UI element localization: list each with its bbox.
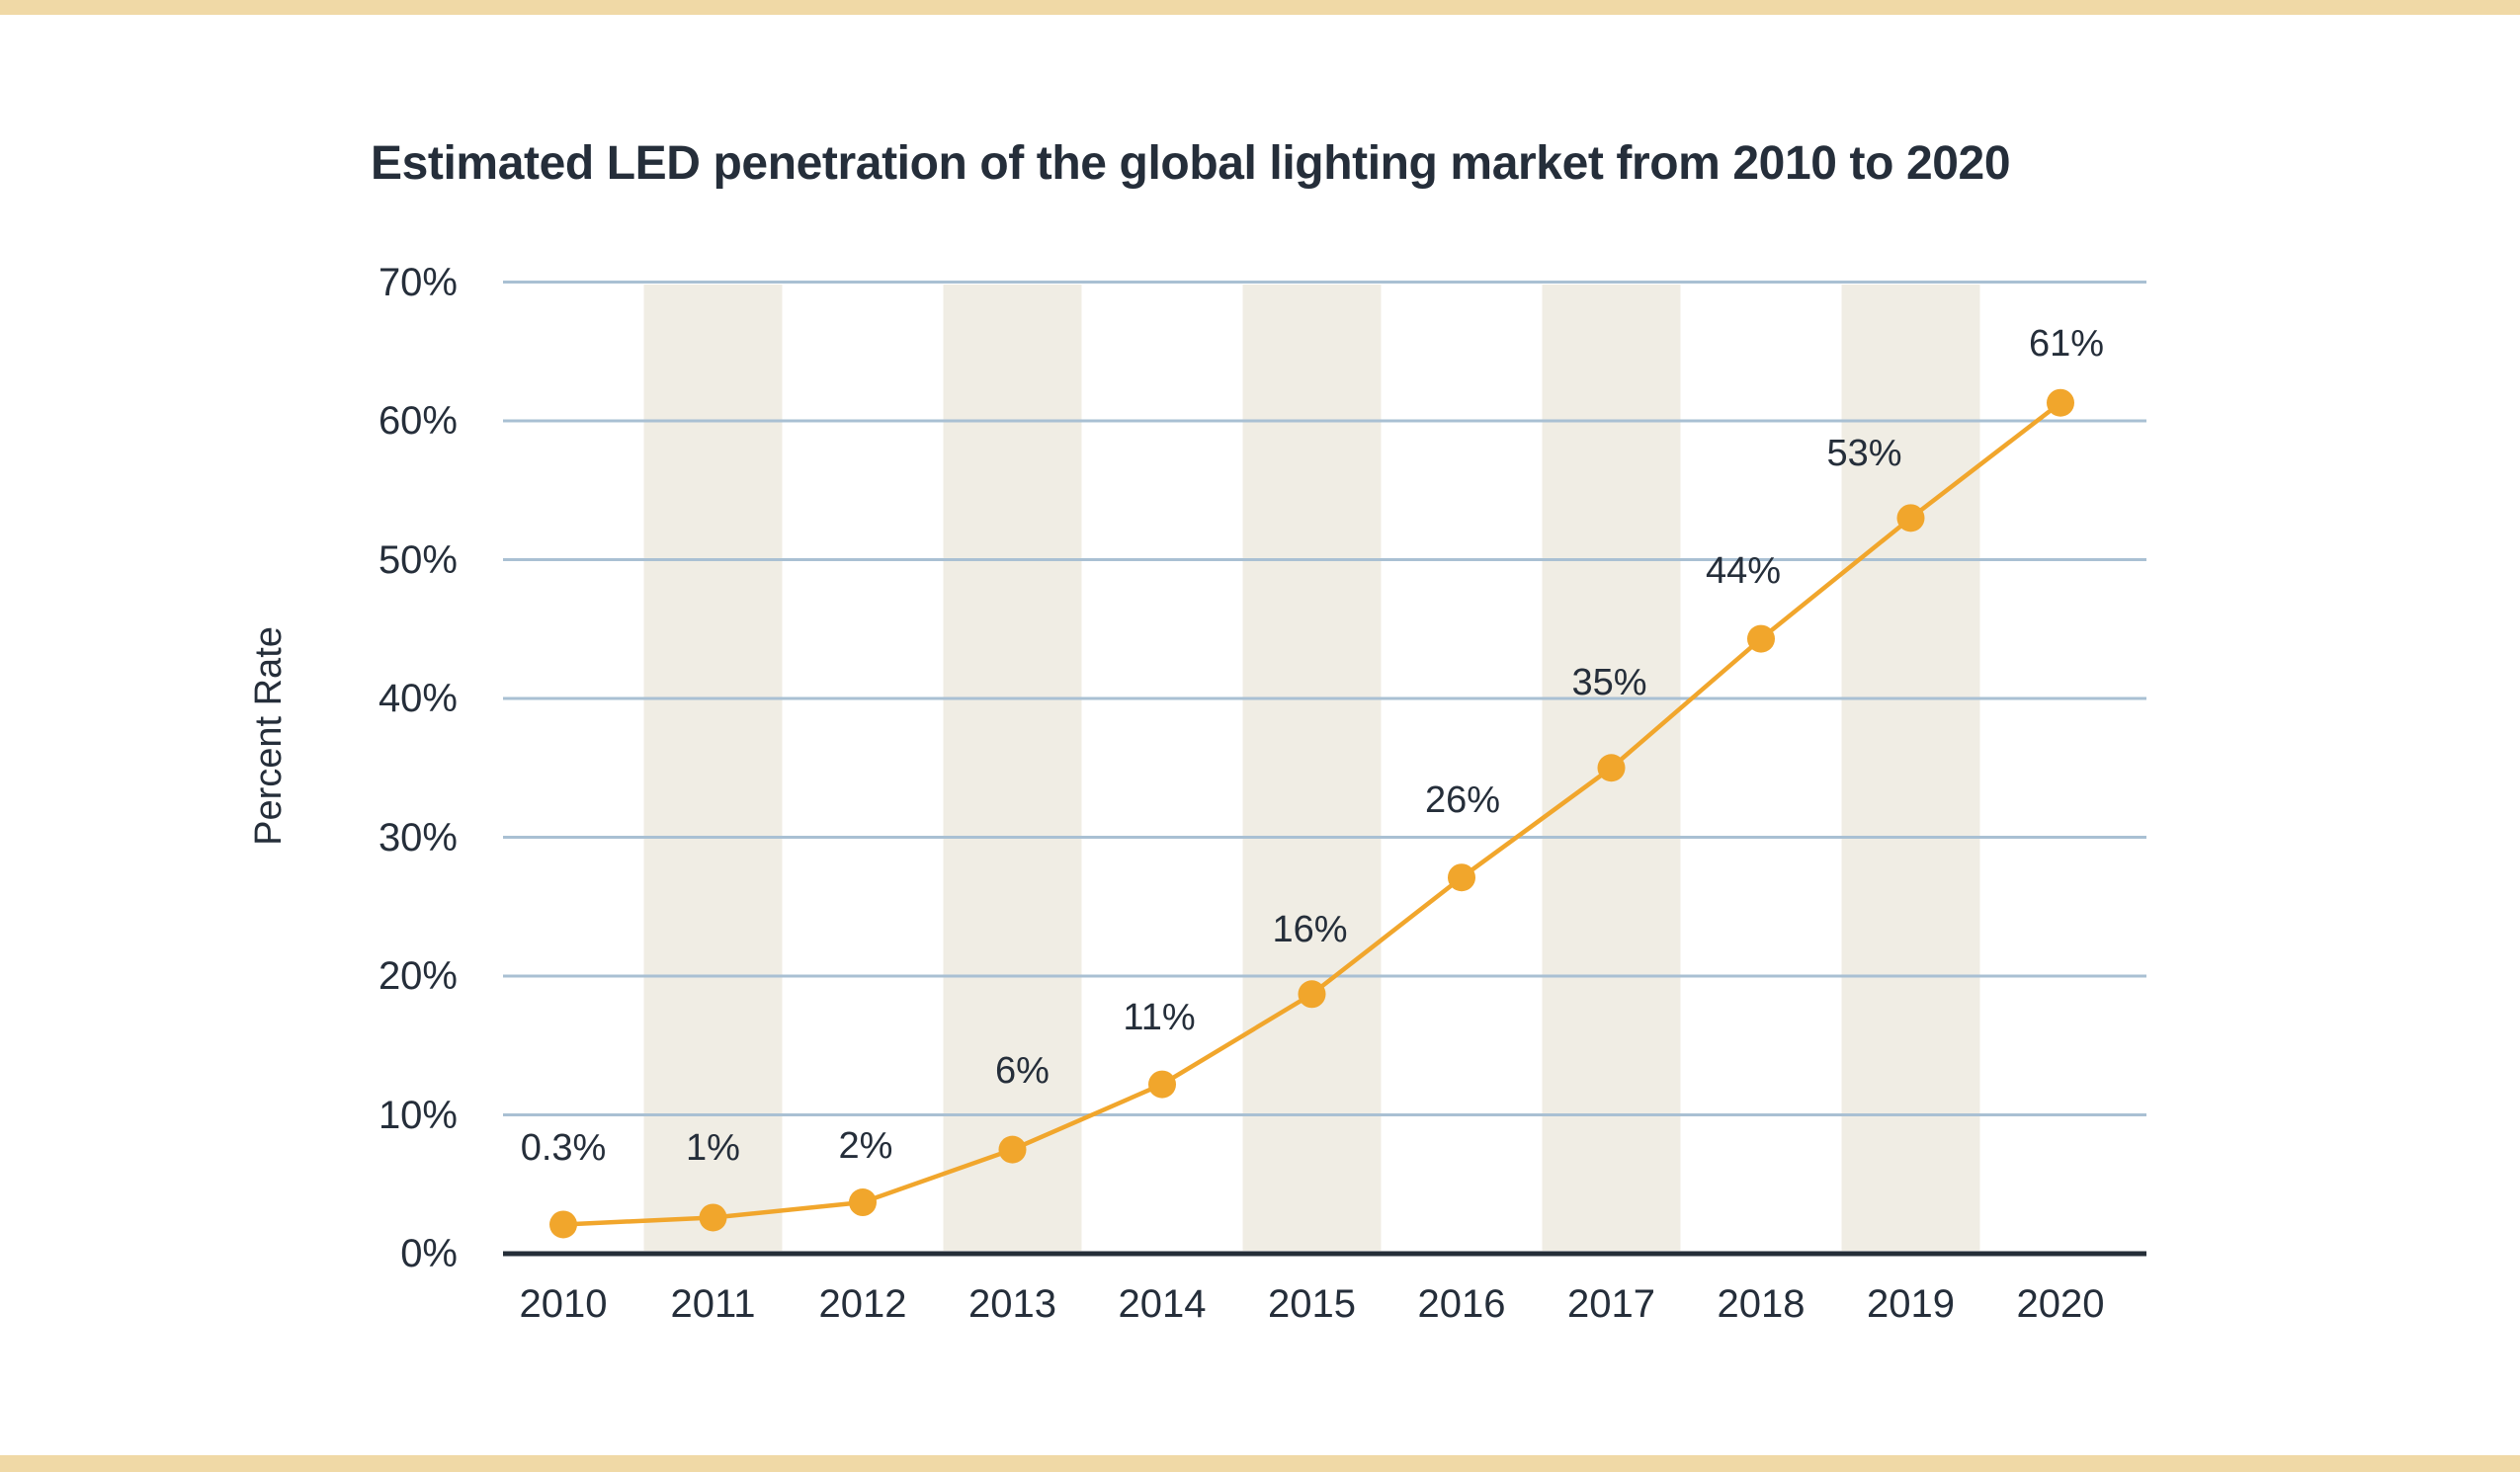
data-point-label: 61% — [2028, 322, 2105, 365]
x-tick-label: 2011 — [670, 1282, 756, 1326]
x-tick-label: 2018 — [1717, 1282, 1806, 1326]
data-point — [1448, 863, 1475, 892]
x-tick-label: 2014 — [1118, 1282, 1207, 1326]
top-border-band — [0, 0, 2520, 15]
y-tick-label: 70% — [378, 260, 458, 304]
data-point-label: 53% — [1826, 433, 1902, 475]
y-axis-title: Percent Rate — [248, 626, 290, 846]
data-point-label: 16% — [1272, 909, 1348, 951]
data-point — [549, 1210, 577, 1239]
x-tick-label: 2016 — [1417, 1282, 1506, 1326]
x-tick-label: 2013 — [968, 1282, 1056, 1326]
x-tick-label: 2019 — [1867, 1282, 1955, 1326]
x-tick-label: 2010 — [519, 1282, 608, 1326]
data-point — [1597, 754, 1626, 782]
x-tick-label: 2012 — [818, 1282, 907, 1326]
y-tick-label: 0% — [400, 1232, 458, 1275]
x-tick-label: 2020 — [2016, 1282, 2105, 1326]
x-tick-label: 2015 — [1268, 1282, 1356, 1326]
alternating-year-stripe — [643, 285, 783, 1251]
alternating-year-stripe — [943, 285, 1082, 1251]
y-tick-label: 30% — [378, 815, 458, 859]
data-point-label: 35% — [1571, 662, 1647, 704]
y-tick-label: 20% — [378, 954, 458, 998]
data-point — [1747, 624, 1775, 653]
data-point — [998, 1135, 1027, 1164]
data-point — [1298, 980, 1326, 1009]
data-point — [2047, 388, 2074, 417]
x-tick-label: 2017 — [1567, 1282, 1655, 1326]
data-point — [1148, 1070, 1176, 1099]
y-tick-label: 10% — [378, 1093, 458, 1137]
data-point-label: 44% — [1705, 549, 1782, 592]
data-point-label: 26% — [1424, 779, 1501, 822]
bottom-border-band — [0, 1455, 2520, 1472]
alternating-year-stripe — [1242, 285, 1382, 1251]
y-tick-label: 40% — [378, 677, 458, 720]
alternating-year-stripe — [1841, 285, 1980, 1251]
chart-title: Estimated LED penetration of the global … — [371, 137, 2011, 190]
data-point — [699, 1203, 727, 1232]
data-point-label: 2% — [838, 1125, 893, 1167]
data-point-label: 0.3% — [520, 1127, 607, 1170]
data-point-label: 1% — [686, 1127, 740, 1170]
data-point-label: 6% — [995, 1049, 1050, 1092]
y-tick-label: 50% — [378, 537, 458, 582]
data-point — [849, 1188, 877, 1217]
data-point-label: 11% — [1123, 996, 1196, 1038]
y-tick-label: 60% — [378, 399, 458, 443]
data-point — [1896, 504, 1925, 532]
